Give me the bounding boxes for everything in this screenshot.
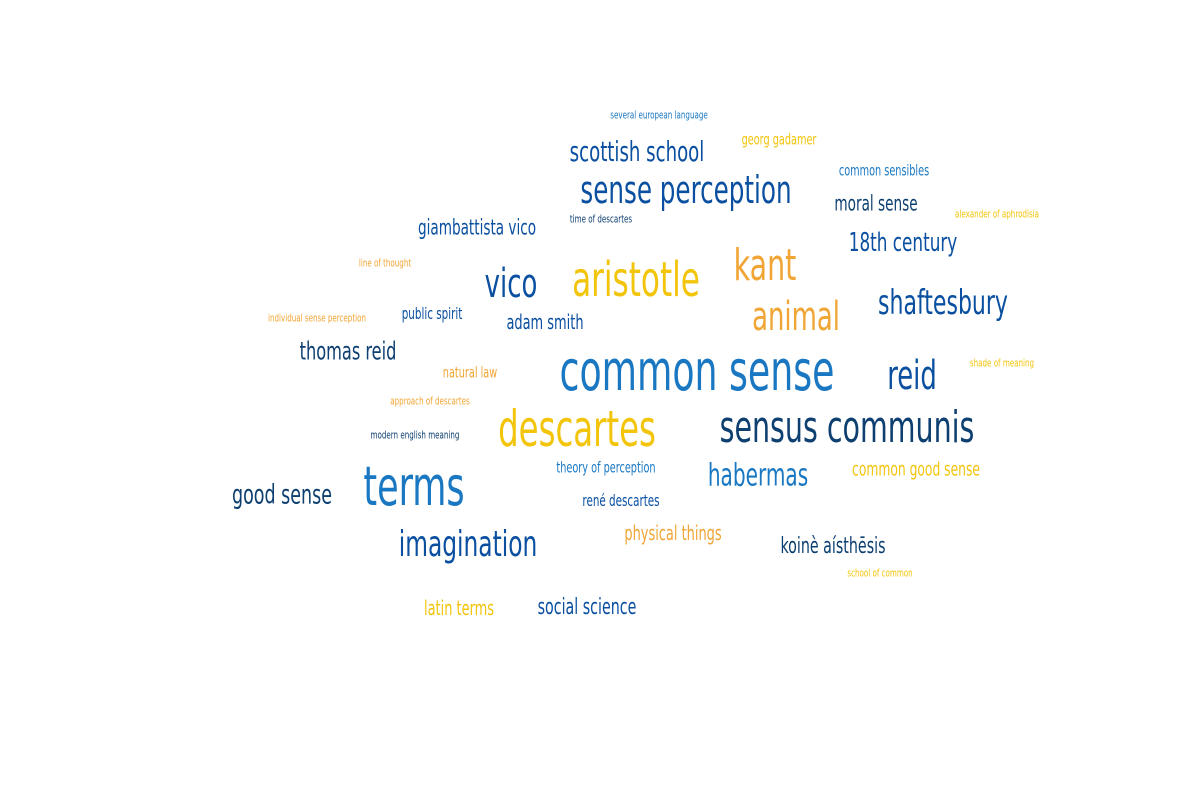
word-33: rené descartes bbox=[582, 491, 660, 510]
word-25: descartes bbox=[498, 400, 656, 458]
word-27: modern english meaning bbox=[370, 428, 460, 442]
word-23: natural law bbox=[442, 363, 498, 382]
word-18: adam smith bbox=[506, 310, 584, 334]
word-13: aristotle bbox=[572, 252, 700, 308]
word-34: physical things bbox=[624, 521, 722, 545]
word-11: kant bbox=[733, 240, 797, 291]
word-24: approach of descartes bbox=[390, 394, 470, 408]
word-19: thomas reid bbox=[299, 336, 397, 366]
word-10: line of thought bbox=[358, 256, 412, 270]
word-12: vico bbox=[484, 261, 538, 307]
word-17: public spirit bbox=[401, 304, 463, 323]
word-28: theory of perception bbox=[556, 458, 656, 477]
word-16: individual sense perception bbox=[268, 311, 366, 325]
word-3: common sensibles bbox=[838, 161, 930, 180]
word-35: imagination bbox=[398, 524, 538, 565]
word-4: sense perception bbox=[580, 168, 792, 212]
word-6: time of descartes bbox=[569, 212, 633, 226]
word-39: social science bbox=[537, 595, 637, 620]
word-15: animal bbox=[752, 294, 840, 340]
word-29: habermas bbox=[707, 457, 809, 494]
word-20: common sense bbox=[559, 339, 835, 404]
word-14: shaftesbury bbox=[878, 283, 1008, 323]
word-7: alexander of aphrodisia bbox=[954, 207, 1040, 221]
word-1: scottish school bbox=[569, 135, 705, 168]
word-9: 18th century bbox=[848, 228, 958, 258]
word-5: moral sense bbox=[834, 191, 918, 216]
word-22: shade of meaning bbox=[969, 356, 1035, 370]
word-30: common good sense bbox=[852, 458, 980, 481]
word-2: georg gadamer bbox=[741, 130, 817, 149]
word-31: terms bbox=[363, 455, 465, 518]
word-32: good sense bbox=[231, 479, 333, 511]
word-26: sensus communis bbox=[719, 402, 975, 453]
word-38: latin terms bbox=[423, 596, 495, 620]
word-0: several european language bbox=[610, 108, 708, 122]
word-36: koinè aísthēsis bbox=[780, 534, 886, 559]
word-21: reid bbox=[887, 353, 937, 399]
word-8: giambattista vico bbox=[417, 215, 537, 240]
word-37: school of common bbox=[847, 566, 913, 580]
